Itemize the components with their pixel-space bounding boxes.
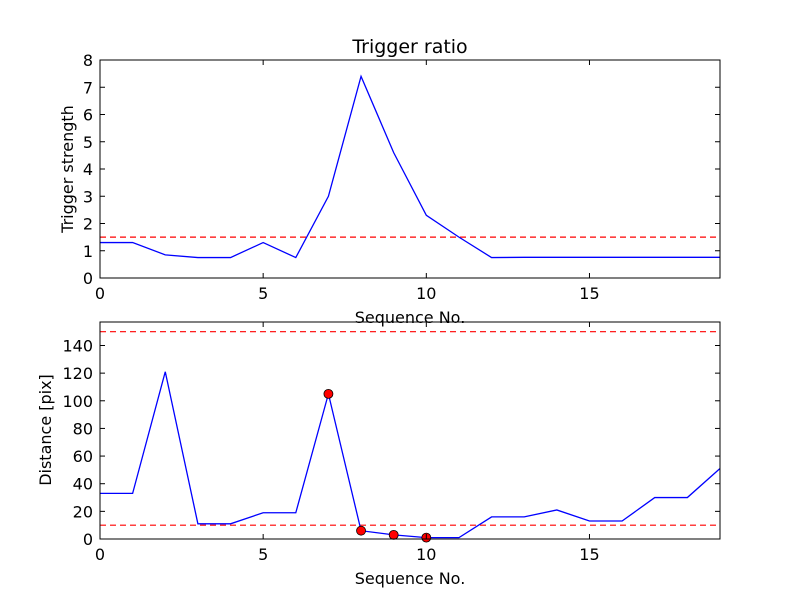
x-tick-label: 5 [258, 545, 268, 564]
y-tick-label: 80 [73, 419, 93, 438]
y-tick-label: 8 [83, 51, 93, 70]
x-axis-label: Sequence No. [355, 308, 466, 327]
data-point-marker [388, 529, 399, 540]
y-tick-label: 4 [83, 160, 93, 179]
x-tick-label: 5 [258, 284, 268, 303]
x-tick-label: 0 [95, 284, 105, 303]
y-tick-label: 120 [62, 364, 93, 383]
x-tick-label: 15 [579, 545, 599, 564]
y-tick-label: 0 [83, 269, 93, 288]
axis-ticks: 0 5 10 15 0 20 40 60 80 100 120 140 [62, 322, 720, 564]
x-tick-label: 10 [416, 545, 436, 564]
y-tick-label: 20 [73, 502, 93, 521]
data-point-marker [356, 525, 366, 536]
x-tick-label: 15 [579, 284, 599, 303]
y-tick-label: 100 [62, 392, 93, 411]
y-axis-label: Distance [pix] [36, 374, 55, 486]
y-tick-label: 6 [83, 106, 93, 125]
y-tick-label: 60 [73, 447, 93, 466]
y-tick-label: 1 [83, 242, 93, 261]
plot-frame [99, 321, 721, 540]
x-axis-label: Sequence No. [355, 569, 466, 588]
y-axis-label: Trigger strength [58, 105, 77, 234]
x-tick-label: 10 [416, 284, 436, 303]
axis-ticks: 0 5 10 15 0 1 2 3 4 5 6 7 8 [83, 51, 720, 303]
y-tick-label: 40 [73, 475, 93, 494]
series-line [100, 371, 721, 539]
y-tick-label: 7 [83, 78, 93, 97]
y-tick-label: 2 [83, 215, 93, 234]
data-point-marker [323, 388, 334, 399]
y-tick-label: 3 [83, 187, 93, 206]
y-tick-label: 5 [83, 133, 93, 152]
chart-title: Trigger ratio [351, 36, 467, 58]
chart-marks [100, 74, 720, 259]
y-tick-label: 140 [62, 336, 93, 355]
y-tick-label: 0 [83, 530, 93, 549]
chart-marks [100, 331, 721, 543]
x-tick-label: 0 [95, 545, 105, 564]
distance-chart: 0 5 10 15 0 20 40 60 80 100 120 140 Sequence No. Di… [36, 321, 721, 588]
series-line [100, 74, 720, 259]
